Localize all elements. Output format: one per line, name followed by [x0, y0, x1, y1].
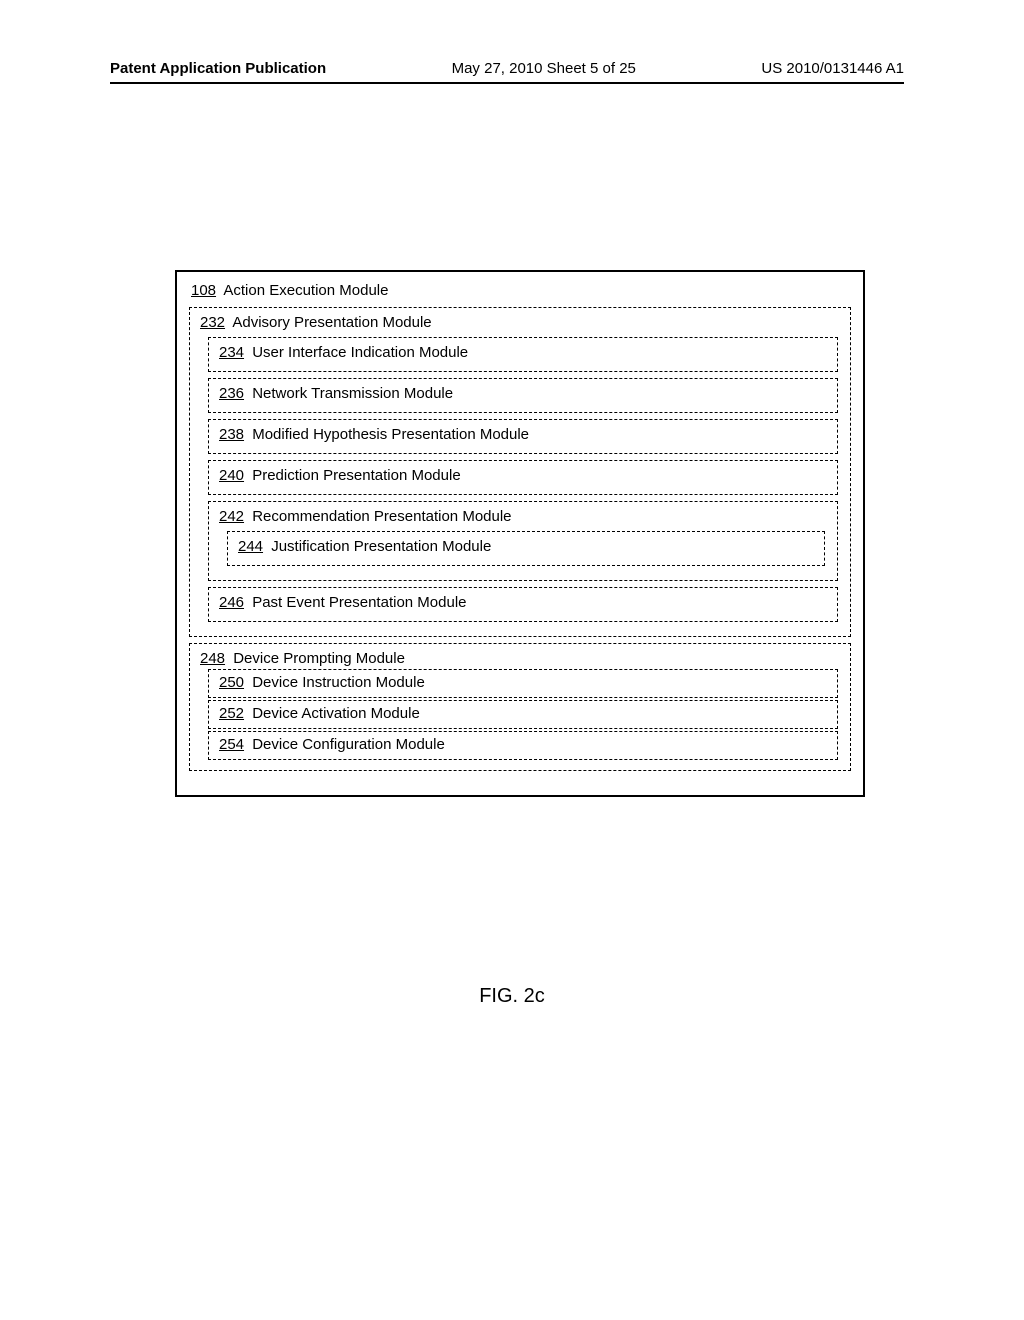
activ-num: 252 — [219, 705, 244, 722]
hyp-label: 238 Modified Hypothesis Presentation Mod… — [217, 426, 829, 443]
advisory-label: 232 Advisory Presentation Module — [198, 314, 842, 331]
header-mid: May 27, 2010 Sheet 5 of 25 — [452, 60, 636, 77]
ui-indication-module-box: 234 User Interface Indication Module — [208, 337, 838, 372]
pred-title: Prediction Presentation Module — [252, 467, 460, 484]
device-activation-module-box: 252 Device Activation Module — [208, 700, 838, 729]
figure-caption: FIG. 2c — [0, 985, 1024, 1008]
rec-num: 242 — [219, 508, 244, 525]
instr-title: Device Instruction Module — [252, 674, 425, 691]
advisory-num: 232 — [200, 314, 225, 331]
outer-num: 108 — [191, 282, 216, 299]
config-title: Device Configuration Module — [252, 736, 445, 753]
action-execution-module-box: 108 Action Execution Module 232 Advisory… — [175, 270, 865, 797]
ui-label: 234 User Interface Indication Module — [217, 344, 829, 361]
recommendation-presentation-module-box: 242 Recommendation Presentation Module 2… — [208, 501, 838, 581]
net-num: 236 — [219, 385, 244, 402]
hyp-num: 238 — [219, 426, 244, 443]
activ-label: 252 Device Activation Module — [217, 705, 829, 722]
device-instruction-module-box: 250 Device Instruction Module — [208, 669, 838, 698]
config-num: 254 — [219, 736, 244, 753]
rec-title: Recommendation Presentation Module — [252, 508, 511, 525]
config-label: 254 Device Configuration Module — [217, 736, 829, 753]
past-title: Past Event Presentation Module — [252, 594, 466, 611]
activ-title: Device Activation Module — [252, 705, 420, 722]
instr-num: 250 — [219, 674, 244, 691]
prediction-presentation-module-box: 240 Prediction Presentation Module — [208, 460, 838, 495]
pred-label: 240 Prediction Presentation Module — [217, 467, 829, 484]
outer-label: 108 Action Execution Module — [189, 282, 851, 299]
device-configuration-module-box: 254 Device Configuration Module — [208, 731, 838, 760]
prompt-label: 248 Device Prompting Module — [198, 650, 842, 667]
instr-label: 250 Device Instruction Module — [217, 674, 829, 691]
prompt-num: 248 — [200, 650, 225, 667]
ui-num: 234 — [219, 344, 244, 361]
rec-label: 242 Recommendation Presentation Module — [217, 508, 829, 525]
just-num: 244 — [238, 538, 263, 555]
past-num: 246 — [219, 594, 244, 611]
header-right: US 2010/0131446 A1 — [761, 60, 904, 77]
outer-title: Action Execution Module — [223, 282, 388, 299]
just-label: 244 Justification Presentation Module — [236, 538, 816, 555]
net-label: 236 Network Transmission Module — [217, 385, 829, 402]
ui-title: User Interface Indication Module — [252, 344, 468, 361]
header-left: Patent Application Publication — [110, 60, 326, 77]
network-transmission-module-box: 236 Network Transmission Module — [208, 378, 838, 413]
hyp-title: Modified Hypothesis Presentation Module — [252, 426, 529, 443]
past-label: 246 Past Event Presentation Module — [217, 594, 829, 611]
prompt-title: Device Prompting Module — [233, 650, 405, 667]
modified-hypothesis-module-box: 238 Modified Hypothesis Presentation Mod… — [208, 419, 838, 454]
just-title: Justification Presentation Module — [271, 538, 491, 555]
past-event-presentation-module-box: 246 Past Event Presentation Module — [208, 587, 838, 622]
advisory-presentation-module-box: 232 Advisory Presentation Module 234 Use… — [189, 307, 851, 637]
net-title: Network Transmission Module — [252, 385, 453, 402]
advisory-title: Advisory Presentation Module — [232, 314, 431, 331]
device-prompting-module-box: 248 Device Prompting Module 250 Device I… — [189, 643, 851, 771]
page-header: Patent Application Publication May 27, 2… — [110, 60, 904, 84]
justification-presentation-module-box: 244 Justification Presentation Module — [227, 531, 825, 566]
pred-num: 240 — [219, 467, 244, 484]
